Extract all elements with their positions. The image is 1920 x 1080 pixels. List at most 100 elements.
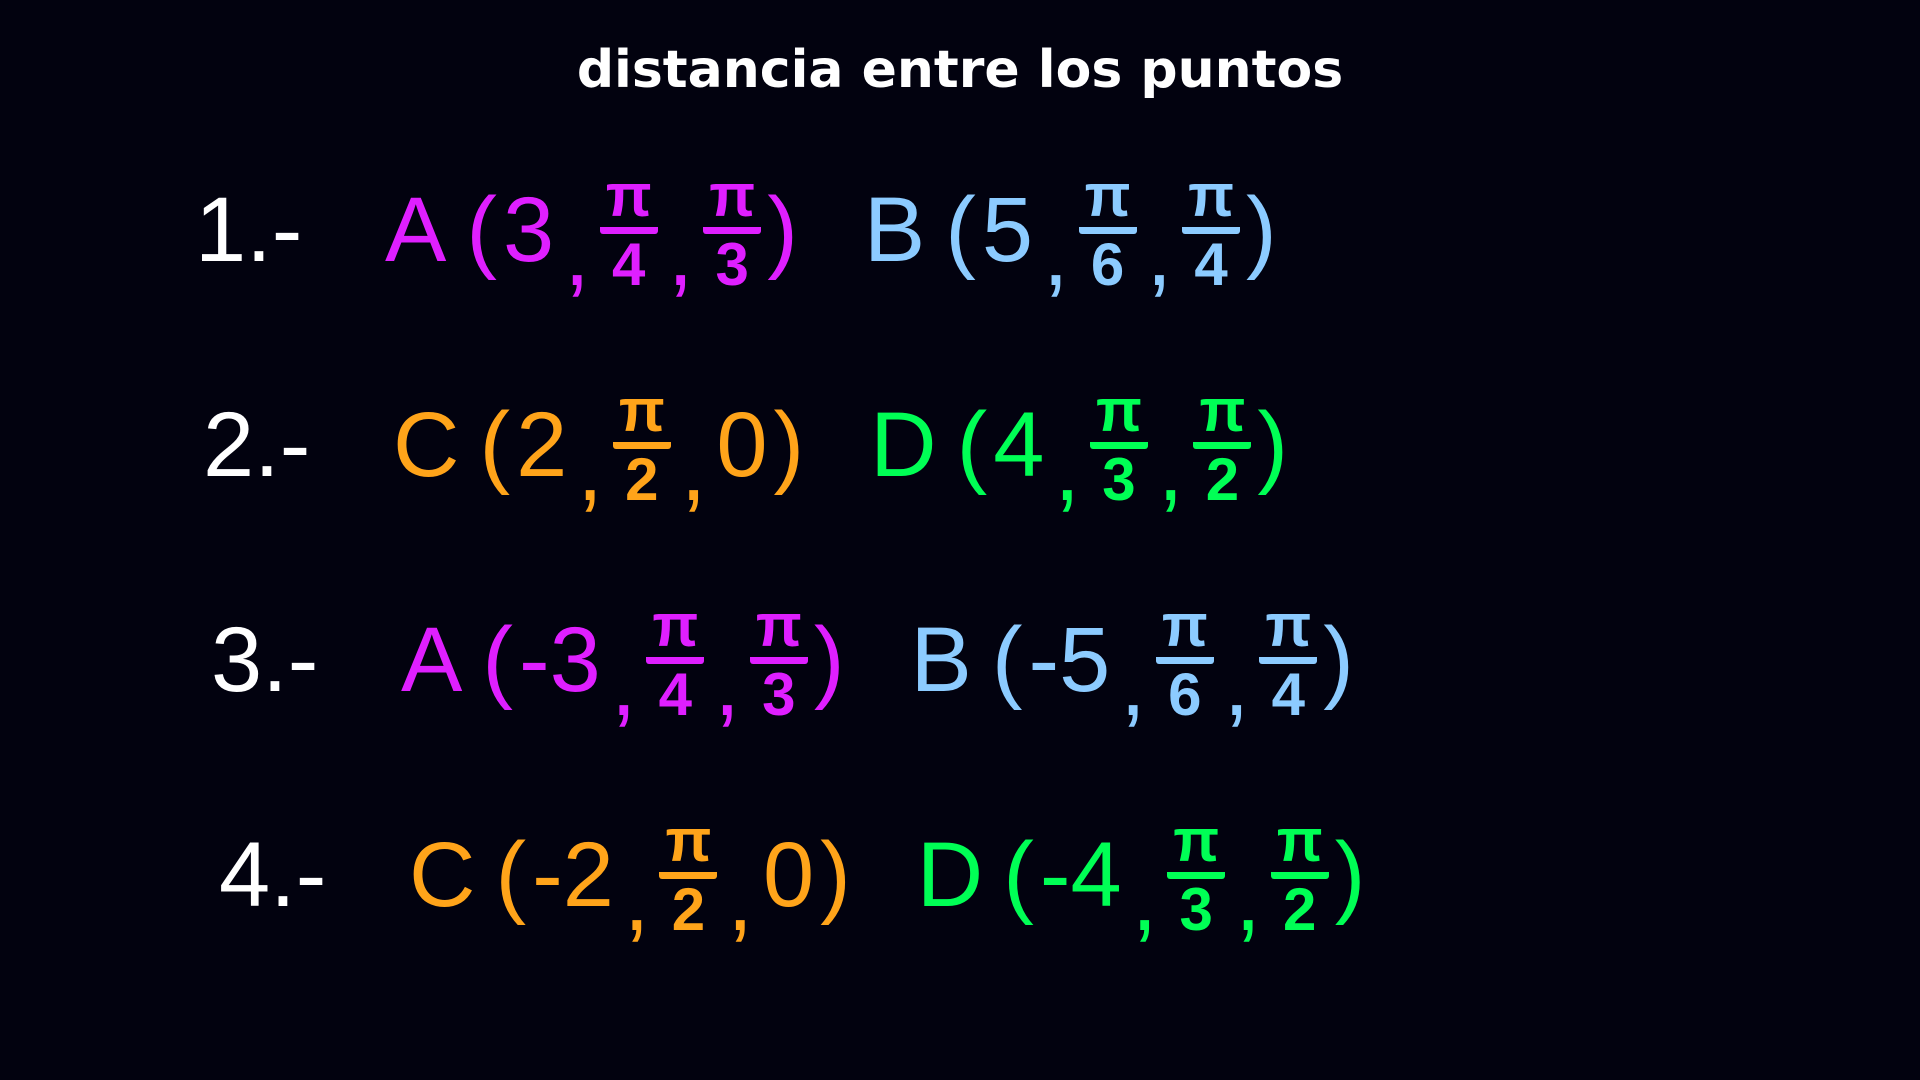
fraction-numerator: π — [1078, 164, 1137, 234]
fraction-numerator: π — [659, 809, 718, 879]
coordinate-value: 0 — [716, 393, 768, 496]
coordinate-value: 4 — [993, 393, 1045, 496]
fraction-numerator: π — [646, 594, 705, 664]
point-name: B — [910, 608, 972, 711]
close-paren: ) — [820, 823, 851, 926]
fraction-denominator: 6 — [1168, 660, 1202, 728]
open-paren: ( — [466, 178, 498, 281]
coordinate-value: -2 — [532, 823, 614, 926]
open-paren: ( — [956, 393, 988, 496]
close-paren: ) — [1246, 178, 1277, 281]
fraction-numerator: π — [612, 379, 671, 449]
close-paren: ) — [773, 393, 805, 496]
close-paren: ) — [813, 608, 845, 711]
fraction-denominator: 6 — [1090, 230, 1125, 298]
point: C(-2, π 2, 0) — [409, 809, 857, 950]
exercise-number: 4.- — [219, 823, 327, 926]
fraction-denominator: 4 — [1271, 660, 1306, 728]
coordinate-value: 5 — [981, 178, 1034, 281]
open-paren: ( — [1003, 823, 1034, 926]
fraction-denominator: 2 — [671, 875, 706, 943]
fraction-denominator: 3 — [762, 660, 796, 728]
exercise-number: 2.- — [203, 393, 311, 496]
coordinate-value: -4 — [1039, 823, 1122, 926]
comma: , — [680, 417, 707, 520]
page-title: distancia entre los puntos — [576, 40, 1344, 100]
close-paren: ) — [1257, 393, 1289, 496]
point-name: C — [409, 823, 476, 926]
fraction-numerator: π — [1259, 594, 1318, 664]
fraction-numerator: π — [1193, 379, 1252, 449]
comma: , — [577, 417, 603, 520]
fraction-denominator: 3 — [1102, 445, 1136, 513]
point: D(4, π 3, π 2) — [870, 379, 1294, 520]
comma: , — [623, 847, 650, 950]
open-paren: ( — [945, 178, 976, 281]
point: D(-4, π 3, π 2) — [916, 809, 1372, 950]
fraction-numerator: π — [1167, 809, 1226, 879]
point: A(-3, π 4, π 3) — [401, 594, 850, 735]
open-paren: ( — [482, 608, 514, 711]
fraction-numerator: π — [1182, 164, 1241, 234]
close-paren: ) — [1334, 823, 1366, 926]
comma: , — [1054, 417, 1080, 520]
point-name: B — [863, 178, 926, 281]
exercise-number: 1.- — [195, 178, 303, 281]
comma: , — [727, 847, 753, 950]
exercise-row: 2.- C(2, π 2, 0) D(4, π 3, π 2) — [203, 370, 1354, 520]
comma: , — [667, 202, 694, 305]
open-paren: ( — [495, 823, 527, 926]
comma: , — [1223, 632, 1250, 735]
comma: , — [1131, 847, 1158, 950]
point-name: D — [916, 823, 984, 926]
fraction-denominator: 4 — [1194, 230, 1228, 298]
fraction-denominator: 2 — [625, 445, 659, 513]
coordinate-value: 0 — [762, 823, 815, 926]
close-paren: ) — [1323, 608, 1354, 711]
coordinate-value: -3 — [519, 608, 601, 711]
fraction-denominator: 2 — [1283, 875, 1317, 943]
fraction-denominator: 3 — [1179, 875, 1213, 943]
comma: , — [1157, 417, 1184, 520]
fraction-numerator: π — [1089, 379, 1148, 449]
exercise-number: 3.- — [211, 608, 319, 711]
point: A(3, π 4, π 3) — [385, 164, 804, 305]
point-name: A — [401, 608, 463, 711]
comma: , — [1120, 632, 1146, 735]
exercise-row: 3.- A(-3, π 4, π 3) B(-5, π 6, π 4) — [211, 585, 1420, 735]
exercise-row: 1.- A(3, π 4, π 3) B(5, π 6, π 4) — [195, 155, 1343, 305]
fraction-numerator: π — [1155, 594, 1214, 664]
exercise-row: 4.- C(-2, π 2, 0) D(-4, π 3, π 2) — [219, 800, 1431, 950]
point: C(2, π 2, 0) — [393, 379, 810, 520]
close-paren: ) — [767, 178, 798, 281]
open-paren: ( — [479, 393, 511, 496]
coordinate-value: 3 — [503, 178, 555, 281]
point-name: D — [870, 393, 937, 496]
point: B(5, π 6, π 4) — [863, 164, 1283, 305]
fraction-denominator: 2 — [1205, 445, 1240, 513]
point: B(-5, π 6, π 4) — [910, 594, 1359, 735]
fraction-numerator: π — [749, 594, 808, 664]
comma: , — [1146, 202, 1173, 305]
fraction-denominator: 4 — [612, 230, 646, 298]
fraction-denominator: 3 — [715, 230, 749, 298]
point-name: C — [393, 393, 460, 496]
open-paren: ( — [991, 608, 1023, 711]
point-name: A — [385, 178, 447, 281]
fraction-denominator: 4 — [658, 660, 693, 728]
coordinate-value: -5 — [1028, 608, 1111, 711]
